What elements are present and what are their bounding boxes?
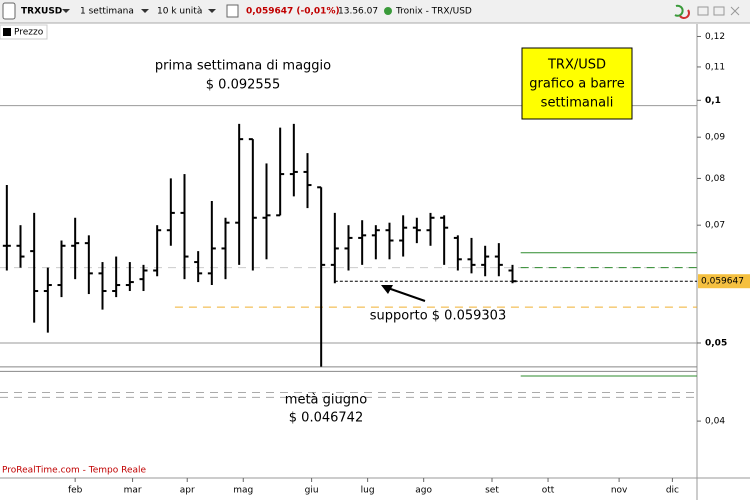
arrow-head — [381, 285, 393, 294]
y-tick-label: 0,11 — [705, 62, 725, 72]
x-tick-label: feb — [68, 486, 83, 496]
legend-label: Prezzo — [14, 28, 44, 38]
status-dot — [384, 7, 392, 15]
title-line: TRX/USD — [547, 58, 606, 73]
symbol-icon[interactable] — [2, 2, 16, 20]
x-tick-label: nov — [611, 486, 628, 496]
period[interactable]: 1 settimana — [80, 7, 134, 17]
arrow — [384, 286, 426, 302]
symbol[interactable]: TRXUSD — [21, 7, 62, 17]
x-tick-label: giu — [305, 486, 319, 496]
x-tick-label: apr — [180, 486, 195, 496]
annotation: prima settimana di maggio — [155, 59, 331, 74]
maximize[interactable] — [713, 6, 725, 16]
price-marker-label: 0,059647 — [701, 277, 744, 287]
y-tick-label: 0,1 — [705, 96, 721, 106]
plot — [0, 105, 697, 398]
units[interactable]: 10 k unità — [157, 7, 202, 17]
y-tick-label: 0,12 — [705, 32, 725, 42]
annotation: metà giugno — [285, 393, 367, 408]
minimize[interactable] — [697, 6, 709, 16]
title-line: settimanali — [541, 96, 614, 111]
source: ProRealTime.com - Tempo Reale — [2, 466, 147, 476]
annotation: $ 0.092555 — [206, 78, 280, 93]
instrument-name: Tronix - TRX/USD — [395, 7, 472, 17]
x-tick-label: set — [485, 486, 499, 496]
x-tick-label: mag — [233, 486, 253, 496]
close[interactable] — [730, 6, 740, 16]
y-tick-label: 0,04 — [705, 417, 725, 427]
refresh-icon[interactable] — [674, 4, 684, 17]
x-tick-label: lug — [361, 486, 375, 496]
quote: 0,059647 (-0,01%) — [246, 7, 340, 17]
legend — [0, 24, 48, 40]
toolbar — [0, 0, 750, 23]
title-box — [521, 47, 633, 120]
x-tick-label: ago — [415, 486, 432, 496]
y-tick-label: 0,09 — [705, 133, 725, 143]
y-tick-label: 0,07 — [705, 221, 725, 231]
y-tick-label: 0,05 — [705, 338, 727, 348]
title-line: grafico a barre — [529, 77, 624, 92]
x-tick-label: mar — [124, 486, 142, 496]
y-tick-label: 0,08 — [705, 174, 725, 184]
time: 13.56.07 — [338, 7, 378, 17]
price-marker — [698, 274, 750, 289]
info-icon[interactable] — [226, 4, 239, 18]
x-tick-label: dic — [666, 486, 679, 496]
annotation: supporto $ 0.059303 — [370, 309, 506, 324]
annotation: $ 0.046742 — [289, 411, 363, 426]
x-tick-label: ott — [542, 486, 555, 496]
